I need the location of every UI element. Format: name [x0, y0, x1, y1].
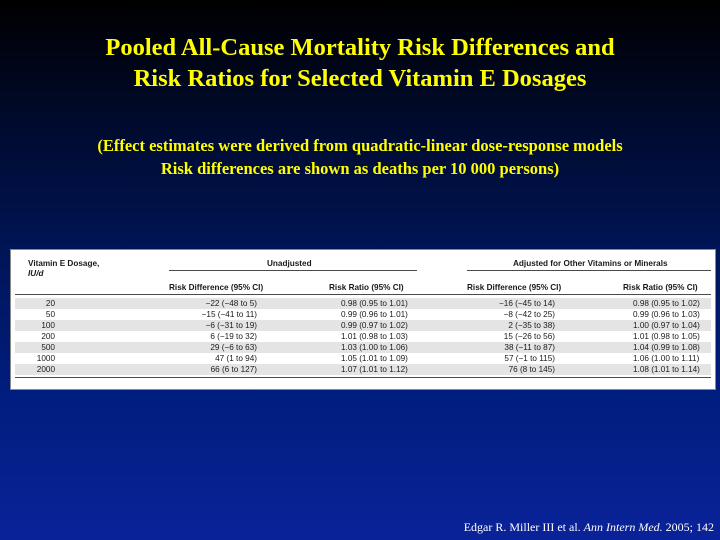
unadjusted-rr-cell: 1.01 (0.98 to 1.03)	[341, 332, 408, 341]
dosage-cell: 200	[41, 332, 55, 341]
adjusted-group-rule	[467, 270, 711, 271]
row-band	[15, 320, 711, 331]
unadjusted-rr-header: Risk Ratio (95% CI)	[329, 283, 404, 292]
unadjusted-rd-cell: 66 (6 to 127)	[210, 365, 257, 374]
table-row: 1000 47 (1 to 94) 1.05 (1.01 to 1.09) 57…	[11, 353, 717, 364]
risk-table: Vitamin E Dosage, IU/d Unadjusted Adjust…	[10, 249, 716, 390]
dosage-cell: 2000	[36, 365, 55, 374]
unadjusted-rr-cell: 1.05 (1.01 to 1.09)	[341, 354, 408, 363]
table-row: 50 −15 (−41 to 11) 0.99 (0.96 to 1.01) −…	[11, 309, 717, 320]
unadjusted-rr-cell: 1.07 (1.01 to 1.12)	[341, 365, 408, 374]
adjusted-rd-cell: −16 (−45 to 14)	[499, 299, 555, 308]
slide-title-line-2: Risk Ratios for Selected Vitamin E Dosag…	[133, 65, 587, 92]
unadjusted-rd-header: Risk Difference (95% CI)	[169, 283, 264, 292]
header-bottom-rule	[15, 294, 711, 295]
citation-journal: Ann Intern Med.	[583, 520, 663, 534]
unadjusted-rr-cell: 0.99 (0.96 to 1.01)	[341, 310, 408, 319]
adjusted-rd-cell: 57 (−1 to 115)	[504, 354, 555, 363]
dosage-cell: 1000	[36, 354, 55, 363]
adjusted-rd-header: Risk Difference (95% CI)	[467, 283, 562, 292]
table-row: 20 −22 (−48 to 5) 0.98 (0.95 to 1.01) −1…	[11, 298, 717, 309]
citation-year-volume: 2005; 142	[665, 520, 714, 534]
unadjusted-rr-cell: 1.03 (1.00 to 1.06)	[341, 343, 408, 352]
adjusted-rd-cell: 2 (−35 to 38)	[508, 321, 555, 330]
table-row: 200 6 (−19 to 32) 1.01 (0.98 to 1.03) 15…	[11, 331, 717, 342]
slide-title: Pooled All-Cause Mortality Risk Differen…	[0, 32, 720, 94]
unadjusted-rr-cell: 0.99 (0.97 to 1.02)	[341, 321, 408, 330]
table-bottom-rule	[15, 377, 711, 378]
adjusted-rr-cell: 0.99 (0.96 to 1.03)	[633, 310, 700, 319]
slide-subtitle-line-2: Risk differences are shown as deaths per…	[160, 159, 560, 178]
citation-authors: Edgar R. Miller III et al.	[463, 520, 581, 534]
unadjusted-rr-cell: 0.98 (0.95 to 1.01)	[341, 299, 408, 308]
adjusted-rd-cell: 15 (−26 to 56)	[503, 332, 555, 341]
slide-subtitle: (Effect estimates were derived from quad…	[0, 134, 720, 180]
unadjusted-rd-cell: 47 (1 to 94)	[215, 354, 257, 363]
adjusted-rr-cell: 1.08 (1.01 to 1.14)	[633, 365, 700, 374]
unadjusted-rd-cell: −15 (−41 to 11)	[201, 310, 257, 319]
table-row: 2000 66 (6 to 127) 1.07 (1.01 to 1.12) 7…	[11, 364, 717, 375]
table-row: 500 29 (−6 to 63) 1.03 (1.00 to 1.06) 38…	[11, 342, 717, 353]
table-row: 100 −6 (−31 to 19) 0.99 (0.97 to 1.02) 2…	[11, 320, 717, 331]
dosage-cell: 20	[45, 299, 55, 308]
adjusted-rr-cell: 0.98 (0.95 to 1.02)	[633, 299, 700, 308]
adjusted-rr-cell: 1.00 (0.97 to 1.04)	[633, 321, 700, 330]
row-band	[15, 298, 711, 309]
dosage-cell: 100	[41, 321, 55, 330]
unadjusted-rd-cell: −6 (−31 to 19)	[205, 321, 257, 330]
adjusted-rd-cell: 38 (−11 to 87)	[504, 343, 555, 352]
dosage-cell: 50	[45, 310, 55, 319]
slide-title-line-1: Pooled All-Cause Mortality Risk Differen…	[105, 34, 615, 61]
dosage-header: Vitamin E Dosage,	[28, 259, 100, 268]
citation: Edgar R. Miller III et al. Ann Intern Me…	[464, 520, 714, 535]
adjusted-group-header: Adjusted for Other Vitamins or Minerals	[513, 259, 668, 268]
adjusted-rd-cell: 76 (8 to 145)	[508, 365, 555, 374]
dosage-header-unit: IU/d	[28, 269, 44, 278]
row-band	[15, 364, 711, 375]
dosage-cell: 500	[41, 343, 55, 352]
unadjusted-rd-cell: −22 (−48 to 5)	[205, 299, 257, 308]
unadjusted-group-header: Unadjusted	[267, 259, 312, 268]
adjusted-rr-header: Risk Ratio (95% CI)	[623, 283, 698, 292]
adjusted-rr-cell: 1.06 (1.00 to 1.11)	[633, 354, 700, 363]
adjusted-rd-cell: −8 (−42 to 25)	[503, 310, 555, 319]
adjusted-rr-cell: 1.01 (0.98 to 1.05)	[633, 332, 700, 341]
unadjusted-rd-cell: 6 (−19 to 32)	[210, 332, 257, 341]
slide-subtitle-line-1: (Effect estimates were derived from quad…	[97, 136, 623, 155]
adjusted-rr-cell: 1.04 (0.99 to 1.08)	[633, 343, 700, 352]
unadjusted-rd-cell: 29 (−6 to 63)	[210, 343, 257, 352]
unadjusted-group-rule	[169, 270, 417, 271]
row-band	[15, 342, 711, 353]
